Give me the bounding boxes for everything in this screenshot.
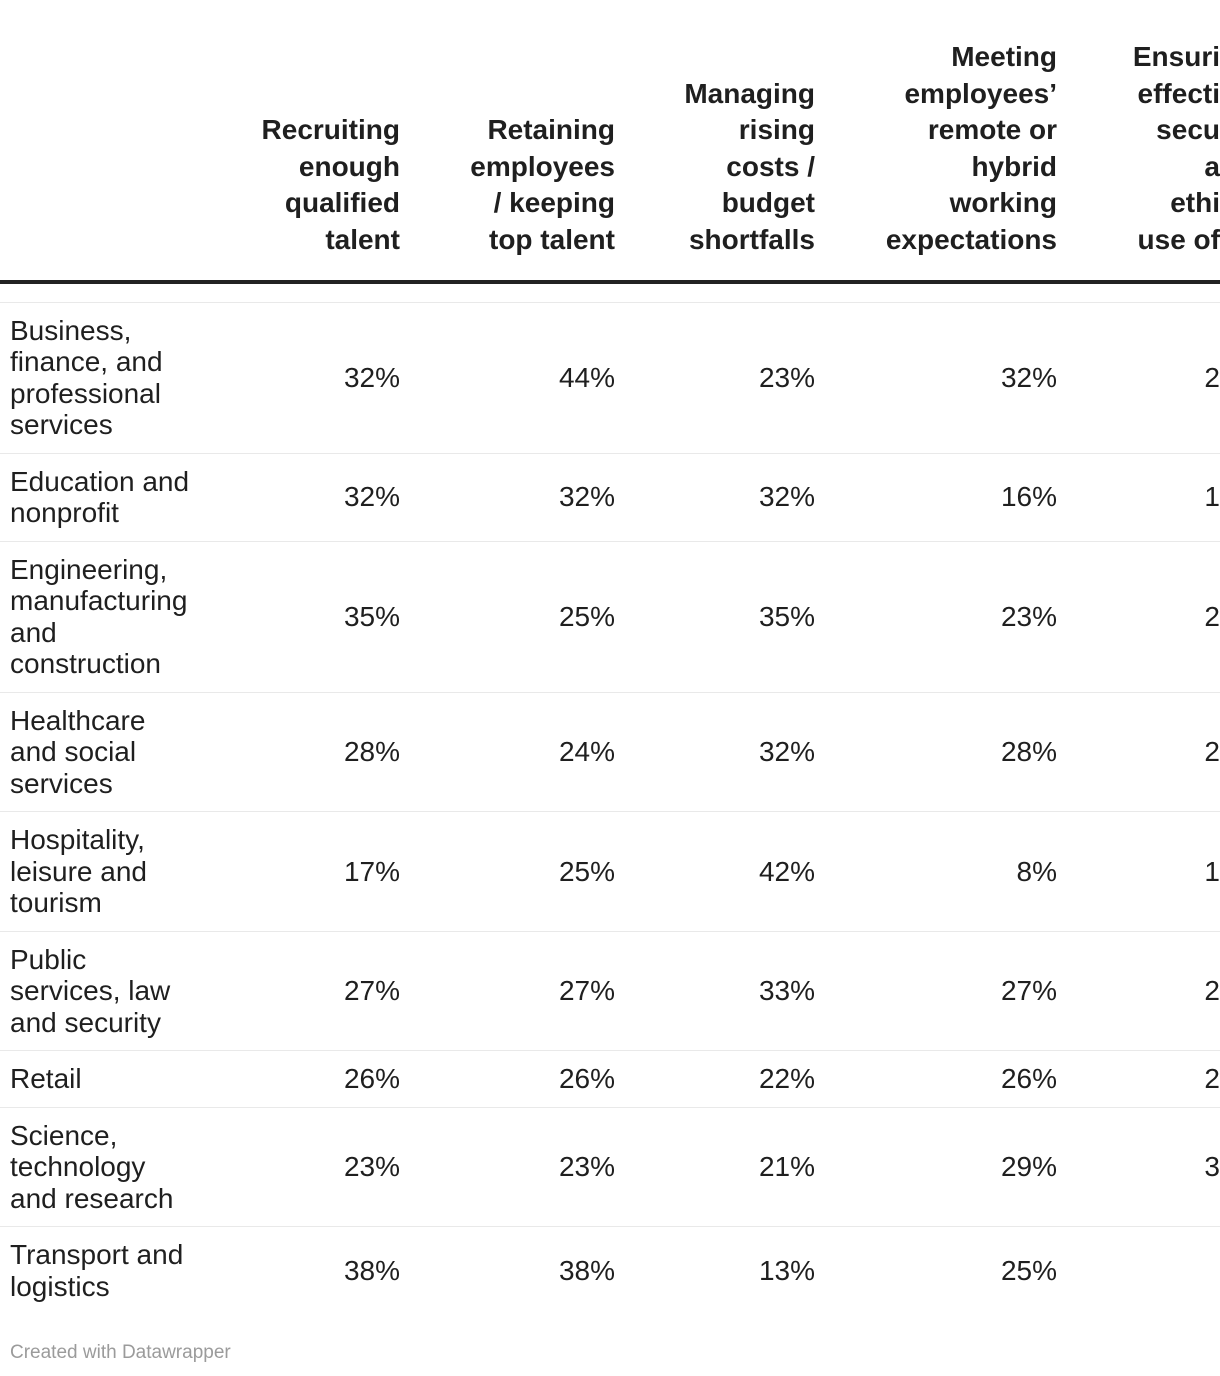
header-row: Recruiting enough qualified talent Retainin… — [0, 0, 1220, 284]
cell-value: 25% — [815, 1226, 1057, 1314]
cell-value: 17% — [230, 811, 400, 931]
row-label: Public services, law and security — [0, 930, 230, 1051]
cell-value: 3 — [1057, 1106, 1220, 1227]
cell-value: 27% — [400, 930, 615, 1051]
row-label: Business, finance, and professional service… — [0, 301, 230, 453]
header-corner-cell — [0, 0, 230, 284]
cell-value: 32% — [615, 691, 815, 812]
cell-value: 2 — [1057, 930, 1220, 1051]
row-label: Education and nonprofit — [0, 452, 230, 541]
cell-value: 29% — [815, 1106, 1057, 1227]
cell-value: 26% — [400, 1050, 615, 1107]
row-label: Engineering, manufacturing and construction — [0, 540, 230, 692]
cell-value: 16% — [815, 452, 1057, 541]
table-row: Transport and logistics 38% 38% 13% 25% — [0, 1226, 1220, 1314]
table-row: Hospitality, leisure and tourism 17% 25% 4… — [0, 811, 1220, 931]
table-row: Public services, law and security 27% 27% … — [0, 930, 1220, 1051]
table-row: Business, finance, and professional service… — [0, 301, 1220, 453]
row-label: Science, technology and research — [0, 1106, 230, 1227]
cell-value: 8% — [815, 811, 1057, 931]
cell-value: 1 — [1057, 811, 1220, 931]
cell-value: 21% — [615, 1106, 815, 1227]
cell-value: 27% — [815, 930, 1057, 1051]
table-row: Science, technology and research 23% 23% 2… — [0, 1106, 1220, 1227]
cell-value: 24% — [400, 691, 615, 812]
cell-value: 1 — [1057, 452, 1220, 541]
cell-value: 32% — [615, 452, 815, 541]
cell-value: 28% — [815, 691, 1057, 812]
cell-value: 23% — [400, 1106, 615, 1227]
cell-value: 42% — [615, 811, 815, 931]
cell-value: 44% — [400, 301, 615, 453]
table-body: Business, finance, and professional service… — [0, 282, 1220, 1314]
cell-value: 2 — [1057, 691, 1220, 812]
column-header-remote-hybrid: Meeting employees’ remote or hybrid working e… — [815, 0, 1057, 284]
cell-value: 35% — [230, 540, 400, 692]
cell-value: 2 — [1057, 540, 1220, 692]
cell-value: 26% — [230, 1050, 400, 1107]
cell-value: 27% — [230, 930, 400, 1051]
cell-value: 33% — [615, 930, 815, 1051]
table-row: Retail 26% 26% 22% 26% 2 — [0, 1050, 1220, 1107]
cell-value: 23% — [230, 1106, 400, 1227]
column-header-truncated: Ensuri effecti secu a ethi use of — [1057, 0, 1220, 284]
cell-value: 32% — [815, 301, 1057, 453]
table-row: Education and nonprofit 32% 32% 32% 16% 1 — [0, 452, 1220, 541]
cell-value: 32% — [230, 452, 400, 541]
cell-value: 25% — [400, 811, 615, 931]
cell-value: 38% — [230, 1226, 400, 1314]
cell-value: 32% — [230, 301, 400, 453]
cell-value: 25% — [400, 540, 615, 692]
cell-value: 26% — [815, 1050, 1057, 1107]
cell-value: 22% — [615, 1050, 815, 1107]
column-header-retaining-talent: Retaining employees / keeping top talent — [400, 0, 615, 284]
column-header-recruiting-talent: Recruiting enough qualified talent — [230, 0, 400, 284]
row-label: Healthcare and social services — [0, 691, 230, 812]
cell-value: 28% — [230, 691, 400, 812]
challenges-table: Recruiting enough qualified talent Retainin… — [0, 0, 1220, 1314]
datawrapper-credit-link[interactable]: Created with Datawrapper — [10, 1342, 231, 1363]
cell-value: 2 — [1057, 301, 1220, 453]
cell-value: 32% — [400, 452, 615, 541]
header-gap-cell — [0, 282, 1220, 302]
cell-value — [1057, 1226, 1220, 1314]
row-label: Hospitality, leisure and tourism — [0, 811, 230, 931]
column-header-rising-costs: Managing rising costs / budget shortfalls — [615, 0, 815, 284]
header-gap-row — [0, 282, 1220, 302]
row-label: Transport and logistics — [0, 1226, 230, 1314]
cell-value: 13% — [615, 1226, 815, 1314]
table-row: Healthcare and social services 28% 24% 32%… — [0, 691, 1220, 812]
cell-value: 2 — [1057, 1050, 1220, 1107]
cell-value: 38% — [400, 1226, 615, 1314]
row-label: Retail — [0, 1050, 230, 1107]
cell-value: 23% — [615, 301, 815, 453]
cell-value: 35% — [615, 540, 815, 692]
table-row: Engineering, manufacturing and construction… — [0, 540, 1220, 692]
cell-value: 23% — [815, 540, 1057, 692]
table-header: Recruiting enough qualified talent Retainin… — [0, 0, 1220, 284]
